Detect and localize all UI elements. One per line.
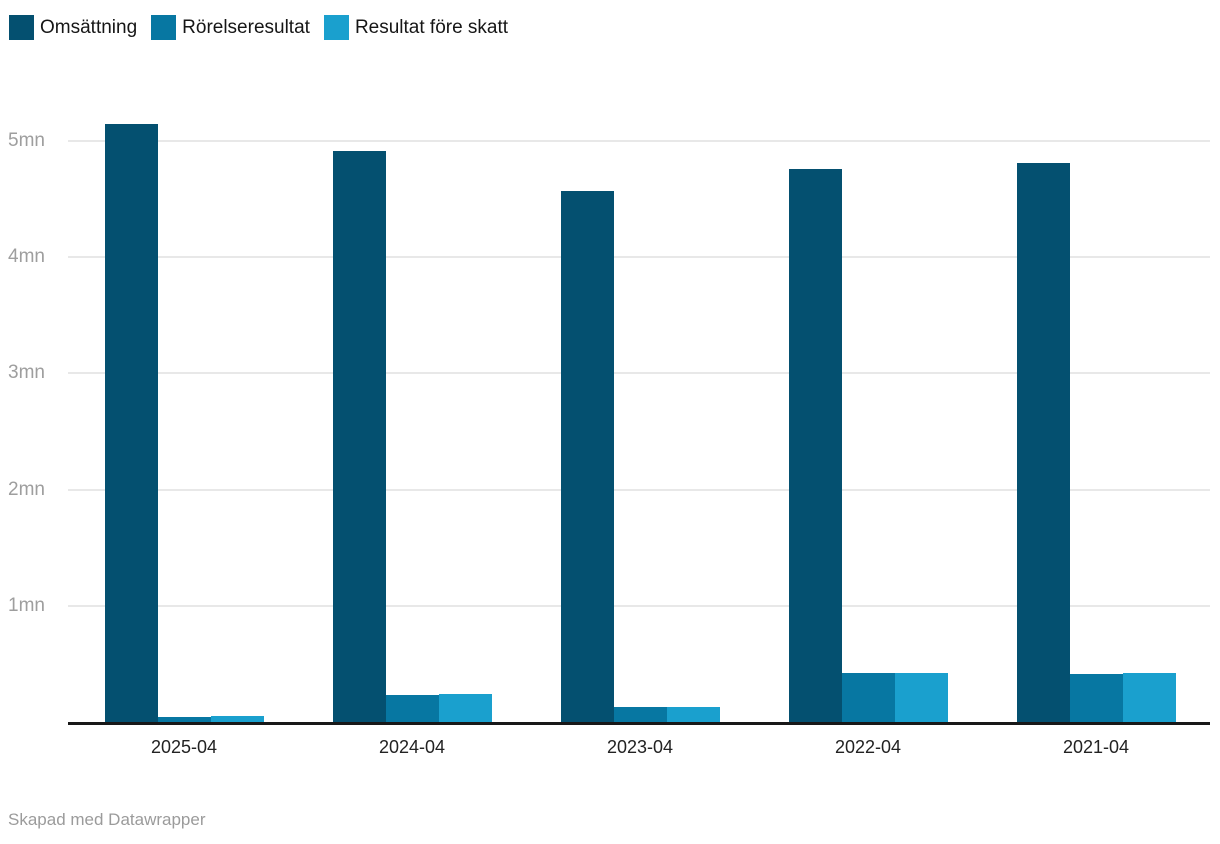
bar-2025-04-series-1[interactable] [158, 717, 211, 722]
legend-label: Omsättning [40, 17, 138, 38]
x-axis-tick-label: 2023-04 [606, 737, 674, 757]
y-axis-tick-label: 3mn [8, 362, 45, 384]
bar-2022-04-series-0[interactable] [789, 169, 842, 722]
legend-swatch [9, 15, 34, 40]
datawrapper-credit[interactable]: Skapad med Datawrapper [8, 810, 206, 829]
legend: Omsättning Rörelseresultat Resultat före… [9, 15, 508, 40]
legend-label: Rörelseresultat [182, 17, 310, 38]
x-axis-tick-label: 2021-04 [1062, 737, 1130, 757]
gridline [68, 604, 1210, 607]
bar-2025-04-series-2[interactable] [211, 716, 264, 722]
bar-2021-04-series-1[interactable] [1070, 674, 1123, 722]
bar-2023-04-series-0[interactable] [561, 191, 614, 722]
y-axis-tick-label: 5mn [8, 130, 45, 151]
bar-2023-04-series-1[interactable] [614, 707, 667, 722]
y-axis-tick-label: 1mn [8, 594, 45, 616]
bar-2022-04-series-1[interactable] [842, 673, 895, 722]
bar-2023-04-series-2[interactable] [667, 707, 720, 722]
legend-item-omsattning: Omsättning [9, 15, 137, 40]
bar-2022-04-series-2[interactable] [895, 673, 948, 722]
gridline [68, 140, 1210, 142]
bar-2025-04-series-0[interactable] [105, 124, 158, 722]
gridline [68, 256, 1210, 259]
x-axis-tick-label: 2024-04 [378, 737, 446, 757]
bar-2021-04-series-2[interactable] [1123, 673, 1176, 722]
bar-2024-04-series-0[interactable] [333, 151, 386, 722]
legend-swatch [323, 15, 349, 40]
gridline [68, 372, 1210, 375]
bar-2024-04-series-2[interactable] [439, 694, 492, 722]
x-axis-tick-label: 2022-04 [834, 737, 902, 757]
bar-2024-04-series-1[interactable] [386, 695, 439, 722]
legend-item-rorelseresultat: Rörelseresultat [151, 15, 310, 40]
legend-label: Resultat före skatt [354, 17, 509, 38]
y-axis-tick-label: 4mn [8, 246, 45, 268]
x-axis-line [68, 722, 1210, 725]
gridline [68, 488, 1210, 491]
legend-swatch [151, 15, 177, 40]
legend-item-resultat-fore-skatt: Resultat före skatt [323, 15, 509, 40]
bar-2021-04-series-0[interactable] [1017, 163, 1070, 722]
y-axis-tick-label: 2mn [8, 478, 45, 500]
x-axis-tick-label: 2025-04 [150, 737, 218, 757]
